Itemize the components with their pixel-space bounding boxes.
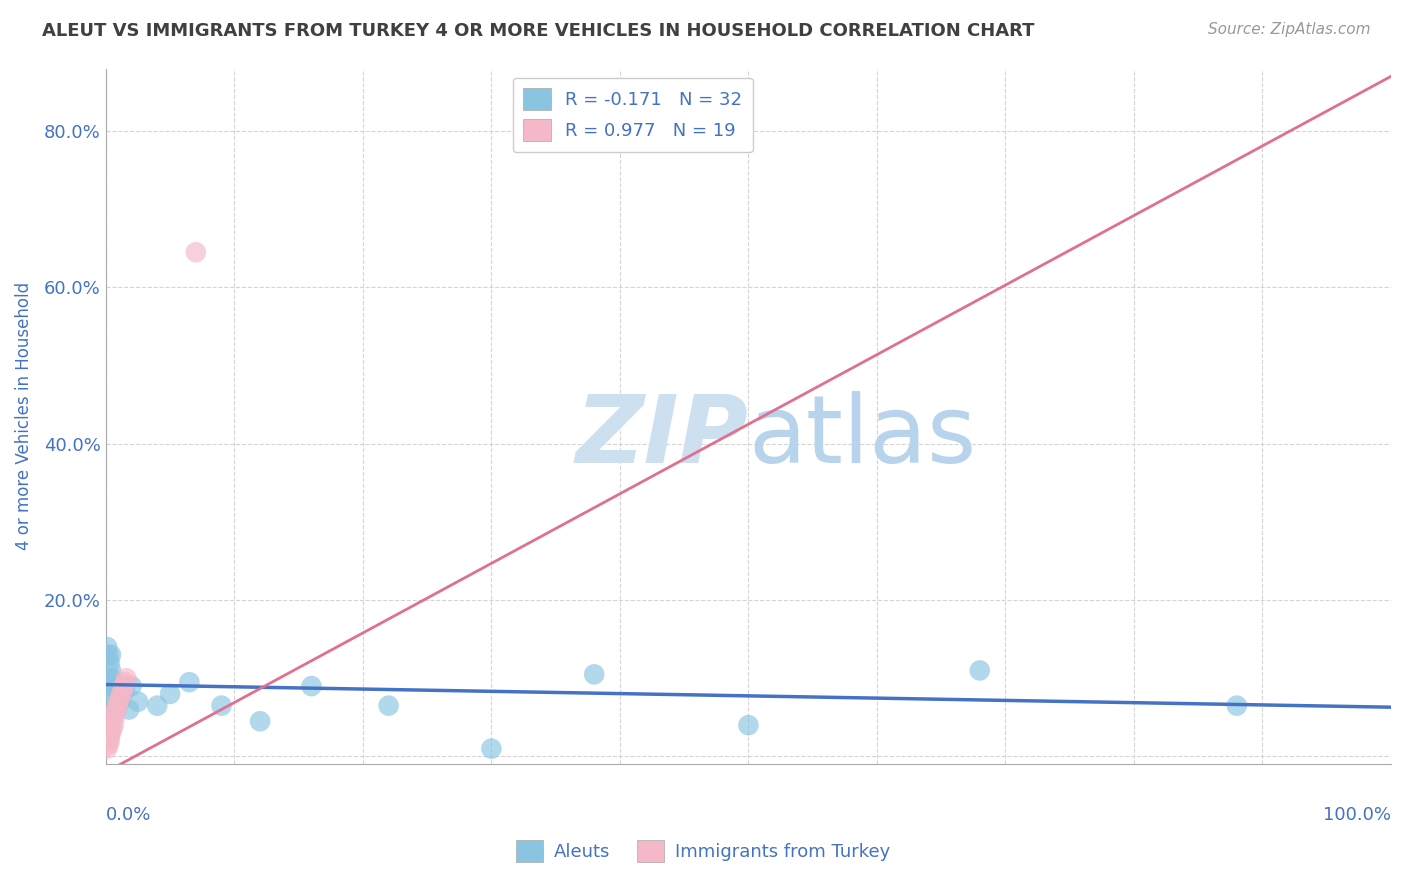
Point xyxy=(107,695,129,709)
Point xyxy=(159,687,181,701)
Text: Source: ZipAtlas.com: Source: ZipAtlas.com xyxy=(1208,22,1371,37)
Text: 100.0%: 100.0% xyxy=(1323,806,1391,824)
Point xyxy=(98,730,121,744)
Point xyxy=(98,734,121,748)
Point xyxy=(112,679,135,693)
Point xyxy=(114,675,136,690)
Point xyxy=(103,718,125,732)
Point xyxy=(103,679,125,693)
Point xyxy=(103,687,125,701)
Point xyxy=(105,702,128,716)
Legend: R = -0.171   N = 32, R = 0.977   N = 19: R = -0.171 N = 32, R = 0.977 N = 19 xyxy=(513,78,752,153)
Point xyxy=(101,722,124,736)
Point xyxy=(104,690,127,705)
Point xyxy=(479,741,502,756)
Point xyxy=(114,683,136,698)
Point xyxy=(115,671,138,685)
Point xyxy=(107,698,129,713)
Point xyxy=(101,671,124,685)
Point xyxy=(96,741,118,756)
Point xyxy=(96,640,118,654)
Text: ZIP: ZIP xyxy=(575,392,748,483)
Point xyxy=(104,706,127,721)
Point xyxy=(377,698,399,713)
Point xyxy=(211,698,233,713)
Point xyxy=(97,648,120,662)
Point xyxy=(184,245,207,260)
Point xyxy=(107,687,129,701)
Point xyxy=(121,679,143,693)
Point xyxy=(104,710,127,724)
Point xyxy=(1226,698,1249,713)
Point xyxy=(583,667,606,681)
Point xyxy=(100,726,122,740)
Point xyxy=(98,656,121,670)
Point xyxy=(111,679,134,693)
Point xyxy=(179,675,201,690)
Point xyxy=(127,695,149,709)
Point xyxy=(107,698,129,713)
Point xyxy=(118,702,141,716)
Point xyxy=(249,714,271,729)
Point xyxy=(100,664,122,678)
Point xyxy=(101,679,124,693)
Point xyxy=(108,690,131,705)
Point xyxy=(110,687,132,701)
Y-axis label: 4 or more Vehicles in Household: 4 or more Vehicles in Household xyxy=(15,283,32,550)
Point xyxy=(97,738,120,752)
Point xyxy=(111,683,134,698)
Text: atlas: atlas xyxy=(748,392,977,483)
Point xyxy=(105,702,128,716)
Point xyxy=(301,679,323,693)
Point xyxy=(100,648,122,662)
Text: ALEUT VS IMMIGRANTS FROM TURKEY 4 OR MORE VEHICLES IN HOUSEHOLD CORRELATION CHAR: ALEUT VS IMMIGRANTS FROM TURKEY 4 OR MOR… xyxy=(42,22,1035,40)
Point xyxy=(969,664,991,678)
Legend: Aleuts, Immigrants from Turkey: Aleuts, Immigrants from Turkey xyxy=(509,833,897,870)
Point xyxy=(98,671,121,685)
Point xyxy=(146,698,169,713)
Point xyxy=(108,695,131,709)
Text: 0.0%: 0.0% xyxy=(105,806,152,824)
Point xyxy=(737,718,759,732)
